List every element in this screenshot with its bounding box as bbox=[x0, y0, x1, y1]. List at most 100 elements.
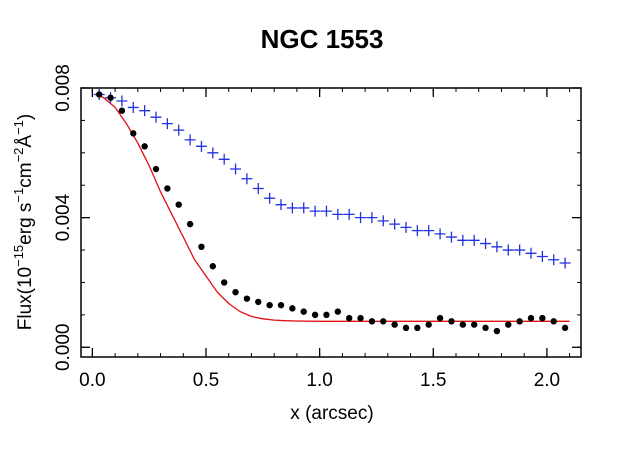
dot-point bbox=[266, 301, 273, 309]
dot-point bbox=[561, 324, 569, 332]
dot-point bbox=[107, 94, 114, 101]
dot-point bbox=[141, 143, 148, 150]
plus-point bbox=[536, 251, 548, 263]
y-axis-label: Flux(10−15erg s−1cm−2Å−1) bbox=[11, 114, 36, 331]
plus-point bbox=[241, 173, 253, 185]
dot-point bbox=[470, 321, 478, 328]
y-label-prefix: Flux(10 bbox=[15, 267, 36, 330]
y-tick-label: 0.000 bbox=[53, 324, 74, 372]
dot-point bbox=[130, 130, 137, 137]
plus-point bbox=[445, 231, 457, 243]
plus-point bbox=[298, 202, 310, 214]
dot-point bbox=[402, 324, 410, 332]
dot-point bbox=[209, 263, 217, 270]
dot-point bbox=[516, 318, 523, 325]
dot-point bbox=[414, 324, 421, 332]
plus-point bbox=[264, 192, 276, 204]
plus-point bbox=[377, 215, 389, 227]
plus-point bbox=[514, 244, 526, 256]
dot-point bbox=[448, 318, 455, 325]
dot-point bbox=[323, 311, 330, 319]
plus-point bbox=[116, 95, 128, 107]
y-tick-label: 0.004 bbox=[53, 193, 74, 241]
y-label-exp2: −1 bbox=[11, 188, 26, 203]
plus-point bbox=[207, 147, 219, 159]
plus-point bbox=[173, 124, 185, 136]
plus-point bbox=[548, 254, 560, 266]
plus-point bbox=[400, 221, 412, 233]
dot-point bbox=[482, 324, 489, 332]
plus-point bbox=[139, 105, 151, 117]
dot-point bbox=[459, 321, 467, 328]
plus-point bbox=[355, 212, 367, 224]
dot-point bbox=[380, 318, 387, 325]
dot-point bbox=[550, 318, 557, 325]
dot-point bbox=[300, 308, 307, 315]
dot-point bbox=[311, 311, 319, 319]
tick-layer: 0.0 0.5 1.0 1.5 2.0 0.000 0.004 0.008 bbox=[53, 64, 581, 391]
y-label-exp1: −15 bbox=[11, 245, 26, 267]
dot-point bbox=[505, 321, 512, 328]
plot-frame bbox=[80, 87, 582, 358]
dot-point bbox=[289, 305, 296, 312]
dot-point bbox=[243, 295, 251, 302]
y-label-unit3: Å bbox=[15, 135, 36, 148]
dot-point bbox=[436, 314, 444, 322]
dot-point bbox=[539, 314, 546, 322]
plus-point bbox=[502, 244, 514, 256]
plus-point bbox=[320, 205, 332, 217]
plus-point bbox=[184, 134, 196, 146]
dot-point bbox=[198, 243, 205, 251]
y-label-unit2: cm bbox=[15, 162, 36, 187]
plus-point bbox=[343, 208, 355, 220]
dot-point bbox=[255, 298, 262, 306]
dot-point bbox=[118, 107, 126, 114]
plus-point bbox=[366, 212, 378, 224]
y-label-suffix: ) bbox=[15, 114, 36, 120]
dot-point bbox=[345, 314, 353, 322]
plus-point bbox=[309, 205, 321, 217]
y-label-exp4: −1 bbox=[11, 120, 26, 135]
plus-point bbox=[161, 118, 173, 130]
plus-point bbox=[150, 111, 162, 123]
dot-point bbox=[368, 318, 376, 325]
plus-point bbox=[468, 234, 480, 246]
plus-point bbox=[434, 228, 446, 240]
x-tick-label: 2.0 bbox=[534, 370, 560, 391]
plus-point bbox=[286, 202, 298, 214]
dot-point bbox=[527, 314, 535, 322]
plus-point bbox=[275, 199, 287, 211]
dot-point bbox=[95, 91, 103, 98]
y-label-exp3: −2 bbox=[11, 148, 26, 163]
dot-point bbox=[391, 321, 398, 328]
dot-point bbox=[152, 165, 160, 173]
plus-point bbox=[332, 208, 344, 220]
plus-point bbox=[525, 247, 537, 259]
plus-point bbox=[252, 182, 264, 194]
x-tick-label: 1.5 bbox=[420, 370, 446, 391]
plus-point bbox=[127, 101, 139, 113]
plus-point bbox=[218, 153, 230, 165]
model-curve bbox=[96, 93, 570, 322]
x-tick-label: 0.0 bbox=[79, 370, 105, 391]
plus-point bbox=[195, 140, 207, 152]
dot-point bbox=[425, 321, 432, 328]
series-layer bbox=[93, 88, 571, 335]
y-tick-label: 0.008 bbox=[53, 64, 74, 112]
plus-point bbox=[559, 257, 571, 269]
x-tick-label: 0.5 bbox=[193, 370, 219, 391]
dot-point bbox=[164, 185, 171, 192]
y-label-unit1: erg s bbox=[15, 203, 36, 245]
dot-point bbox=[175, 201, 182, 208]
dot-point bbox=[493, 327, 501, 335]
dot-point bbox=[357, 314, 364, 322]
plus-point bbox=[230, 163, 242, 175]
dot-point bbox=[186, 220, 194, 228]
dot-point bbox=[220, 279, 228, 286]
dot-point bbox=[334, 308, 342, 315]
x-tick-label: 1.0 bbox=[306, 370, 332, 391]
dot-point bbox=[277, 301, 285, 309]
plus-point bbox=[480, 238, 492, 250]
plus-point bbox=[491, 241, 503, 253]
